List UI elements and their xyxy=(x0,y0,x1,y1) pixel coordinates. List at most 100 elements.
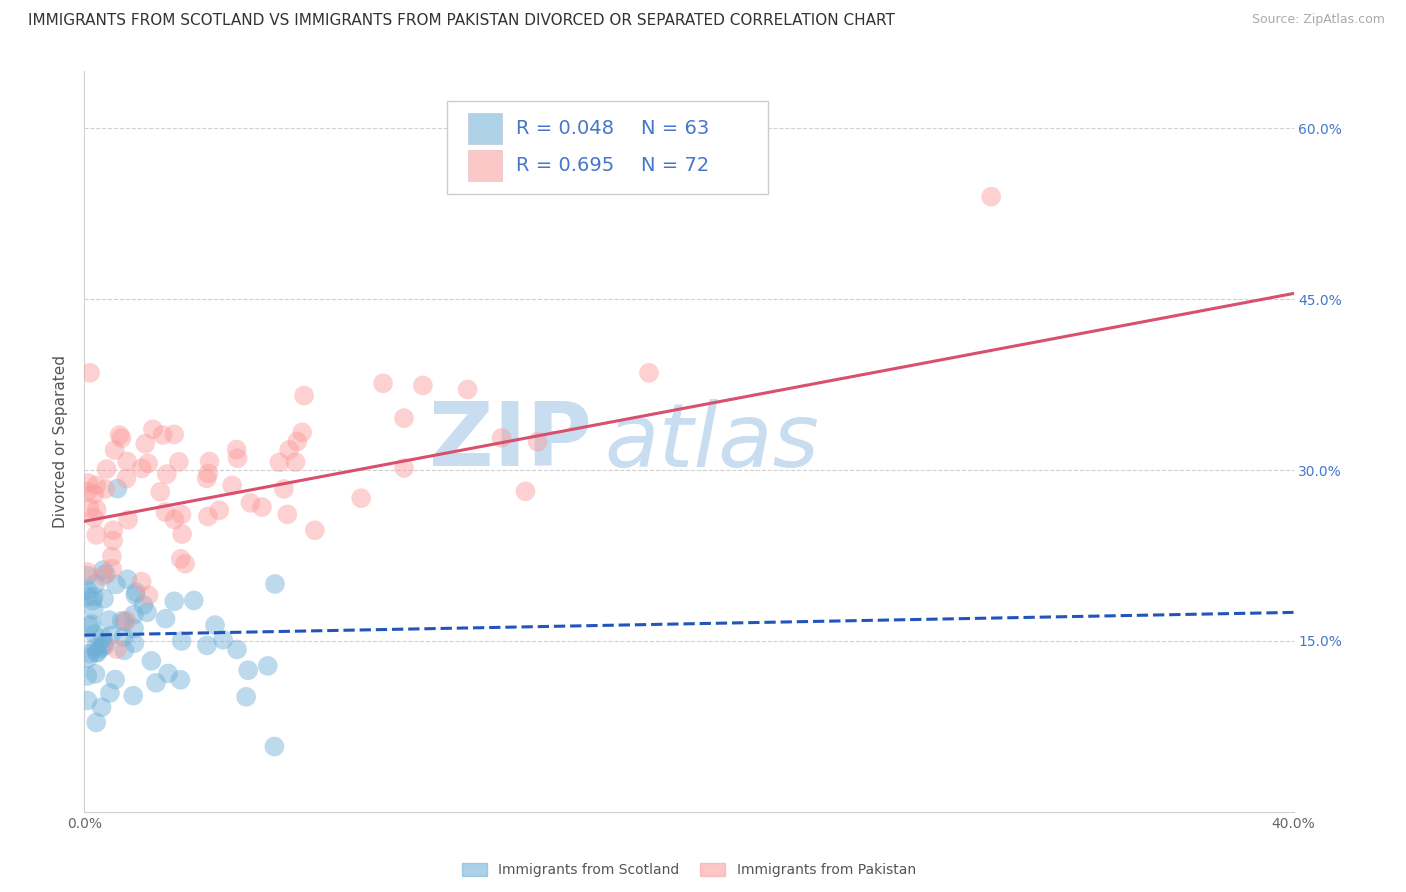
FancyBboxPatch shape xyxy=(447,101,768,194)
Point xyxy=(170,551,193,566)
Point xyxy=(83,603,105,617)
Point xyxy=(226,642,249,657)
Point xyxy=(197,509,219,524)
Point xyxy=(76,565,98,579)
Point xyxy=(79,619,101,633)
Text: R = 0.695: R = 0.695 xyxy=(516,156,614,175)
Point xyxy=(156,467,179,482)
Text: IMMIGRANTS FROM SCOTLAND VS IMMIGRANTS FROM PAKISTAN DIVORCED OR SEPARATED CORRE: IMMIGRANTS FROM SCOTLAND VS IMMIGRANTS F… xyxy=(28,13,896,29)
Point xyxy=(212,632,235,647)
Point xyxy=(980,189,1002,203)
Point xyxy=(83,510,105,524)
Point xyxy=(195,471,218,485)
Point xyxy=(90,641,112,656)
Point xyxy=(491,431,513,445)
Point xyxy=(239,496,262,510)
Point xyxy=(105,642,128,657)
Point xyxy=(195,639,218,653)
Point xyxy=(172,527,194,541)
Point xyxy=(149,484,172,499)
Y-axis label: Divorced or Separated: Divorced or Separated xyxy=(53,355,69,528)
Point xyxy=(114,615,136,629)
Point xyxy=(136,605,159,619)
Point xyxy=(76,485,98,500)
Point xyxy=(208,503,231,517)
Point xyxy=(392,411,415,425)
Point xyxy=(122,607,145,622)
Point xyxy=(197,467,219,481)
Point xyxy=(515,484,537,499)
Point xyxy=(79,501,101,516)
Point xyxy=(115,472,138,486)
Point xyxy=(122,689,145,703)
Point xyxy=(100,628,122,642)
Point xyxy=(104,673,127,687)
Point xyxy=(412,378,434,392)
Point xyxy=(110,431,132,445)
Point xyxy=(163,427,186,442)
Point xyxy=(93,591,115,606)
Point xyxy=(79,647,101,661)
Point xyxy=(131,461,153,475)
Point xyxy=(96,462,118,476)
Point xyxy=(115,454,138,468)
Point xyxy=(155,505,177,519)
Point xyxy=(273,482,295,496)
Point xyxy=(124,636,146,650)
Point xyxy=(117,572,139,586)
Point xyxy=(163,512,186,526)
Point xyxy=(136,456,159,470)
Point xyxy=(141,654,163,668)
Point xyxy=(84,640,107,655)
Point xyxy=(269,455,291,469)
Point xyxy=(80,616,103,631)
Point xyxy=(76,582,98,597)
Point xyxy=(76,693,98,707)
Text: N = 72: N = 72 xyxy=(641,156,709,175)
Point xyxy=(76,568,98,582)
Point xyxy=(84,577,107,591)
Point xyxy=(152,428,174,442)
Bar xyxy=(468,150,502,181)
Point xyxy=(204,618,226,632)
Point xyxy=(93,639,115,653)
Point xyxy=(86,645,108,659)
Point xyxy=(79,366,101,380)
Point xyxy=(104,577,127,591)
Point xyxy=(90,700,112,714)
Point xyxy=(278,442,301,457)
Text: Source: ZipAtlas.com: Source: ZipAtlas.com xyxy=(1251,13,1385,27)
Text: atlas: atlas xyxy=(605,399,820,484)
Point xyxy=(134,437,156,451)
Point xyxy=(167,455,190,469)
Point xyxy=(226,451,249,466)
Point xyxy=(101,549,124,564)
Point xyxy=(86,646,108,660)
Point xyxy=(101,561,124,575)
Point xyxy=(110,614,132,628)
Point xyxy=(198,454,221,468)
Point xyxy=(77,651,100,665)
Point xyxy=(304,523,326,537)
Point xyxy=(145,675,167,690)
Point xyxy=(122,622,145,636)
Point xyxy=(284,455,307,469)
Point xyxy=(112,630,135,644)
Point xyxy=(112,643,135,657)
Point xyxy=(86,502,108,516)
Bar xyxy=(468,112,502,144)
Point xyxy=(94,482,117,496)
Point xyxy=(236,663,259,677)
Point xyxy=(84,528,107,542)
Point xyxy=(250,500,273,514)
Point xyxy=(350,491,373,506)
Point xyxy=(98,613,121,627)
Point xyxy=(132,598,155,612)
Point xyxy=(115,614,138,628)
Point xyxy=(86,478,108,492)
Point xyxy=(264,577,287,591)
Point xyxy=(101,533,124,548)
Point xyxy=(131,574,153,589)
Point xyxy=(174,557,197,571)
Point xyxy=(107,482,129,496)
